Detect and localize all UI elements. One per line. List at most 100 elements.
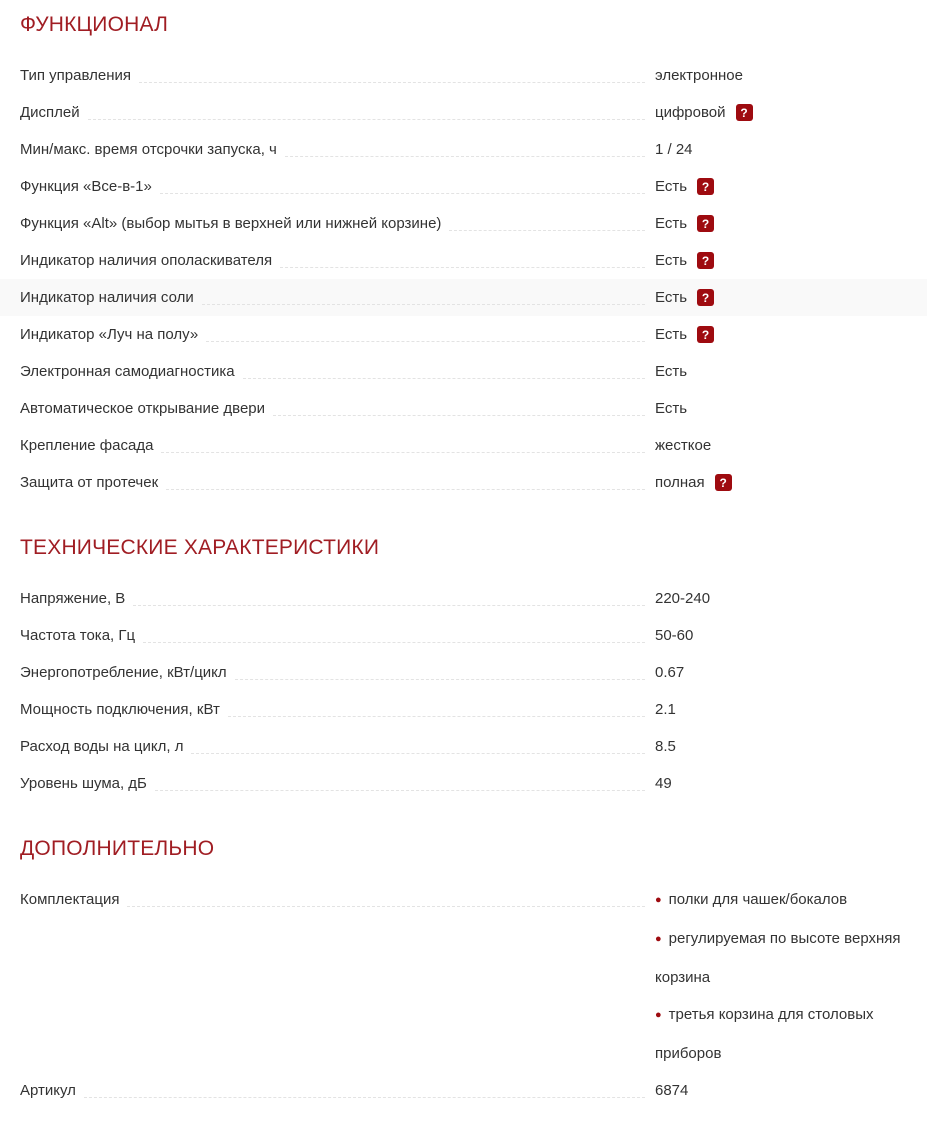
help-icon[interactable]: ? [697,326,715,343]
bullet-icon: ● [655,933,662,945]
list-item-text: третья корзина для столовых приборов [655,1006,874,1062]
spec-row-multiline: Комплектация ● полки для чашек/бокалов ● р… [20,881,907,1072]
spec-value: 49 [655,775,672,792]
spec-row: Крепление фасада жесткое [20,427,907,464]
leader-line [201,304,645,305]
leader-line [138,82,645,83]
spec-label: Дисплей [20,104,80,121]
section-title-functional: ФУНКЦИОНАЛ [20,13,169,36]
spec-row: Функция «Все-в-1» Есть? [20,168,907,205]
spec-value: 8.5 [655,738,676,755]
spec-value: Есть [655,289,688,306]
leader-line [280,267,645,268]
spec-row: Частота тока, Гц 50-60 [20,617,907,654]
help-icon[interactable]: ? [697,289,715,306]
spec-value: полная [655,474,705,491]
spec-value: Есть [655,400,688,417]
help-icon[interactable]: ? [735,104,753,121]
spec-value: 6874 [655,1082,689,1099]
spec-row: Мин/макс. время отсрочки запуска, ч 1 / … [20,131,907,168]
leader-line [242,378,645,379]
spec-value: 50-60 [655,627,694,644]
leader-line [166,489,645,490]
spec-value: 0.67 [655,664,685,681]
leader-line [273,415,645,416]
spec-value: электронное [655,67,743,84]
spec-value: цифровой [655,104,726,121]
leader-line [449,230,645,231]
spec-row: Функция «Alt» (выбор мытья в верхней или… [20,205,907,242]
spec-label: Индикатор «Луч на полу» [20,326,199,343]
leader-line [191,753,645,754]
spec-value: Есть [655,178,688,195]
leader-line [206,341,645,342]
leader-line [227,716,645,717]
list-item: ● полки для чашек/бокалов [655,881,907,920]
spec-row: Энергопотребление, кВт/цикл 0.67 [20,654,907,691]
spec-value: Есть [655,215,688,232]
leader-line [234,679,645,680]
spec-value: жесткое [655,437,712,454]
section-title-technical: ТЕХНИЧЕСКИЕ ХАРАКТЕРИСТИКИ [20,536,380,559]
spec-value: 220-240 [655,590,711,607]
bullet-icon: ● [655,894,662,906]
spec-value: 1 / 24 [655,141,693,158]
leader-line [143,642,645,643]
spec-label: Индикатор наличия ополаскивателя [20,252,273,269]
spec-row: Дисплей цифровой? [20,94,907,131]
spec-value: Есть [655,326,688,343]
help-icon[interactable]: ? [697,215,715,232]
leader-line [87,119,645,120]
spec-row: Индикатор наличия ополаскивателя Есть? [20,242,907,279]
included-items-list: ● полки для чашек/бокалов ● регулируемая п… [655,881,907,1072]
spec-label: Мин/макс. время отсрочки запуска, ч [20,141,277,158]
spec-label: Уровень шума, дБ [20,775,147,792]
help-icon[interactable]: ? [697,252,715,269]
leader-line [159,193,645,194]
bullet-icon: ● [655,1009,662,1021]
leader-line [133,605,645,606]
leader-line [284,156,645,157]
spec-row: Индикатор «Луч на полу» Есть? [20,316,907,353]
list-item: ● регулируемая по высоте верхняя корзина [655,920,907,996]
spec-label: Защита от протечек [20,474,159,491]
spec-label: Комплектация [20,891,120,908]
spec-label: Функция «Alt» (выбор мытья в верхней или… [20,215,442,232]
spec-label: Частота тока, Гц [20,627,136,644]
spec-label: Напряжение, В [20,590,126,607]
spec-label: Энергопотребление, кВт/цикл [20,664,227,681]
leader-line [161,452,645,453]
spec-row: Артикул 6874 [20,1072,907,1109]
spec-row: Напряжение, В 220-240 [20,580,907,617]
spec-row: Автоматическое открывание двери Есть [20,390,907,427]
spec-row: Расход воды на цикл, л 8.5 [20,728,907,765]
spec-row: Электронная самодиагностика Есть [20,353,907,390]
spec-row: Защита от протечек полная? [20,464,907,501]
spec-label: Расход воды на цикл, л [20,738,184,755]
spec-value: Есть [655,363,688,380]
spec-label: Тип управления [20,67,131,84]
list-item-text: полки для чашек/бокалов [668,891,848,908]
spec-label: Электронная самодиагностика [20,363,235,380]
list-item: ● третья корзина для столовых приборов [655,996,907,1072]
spec-label: Мощность подключения, кВт [20,701,220,718]
spec-label: Функция «Все-в-1» [20,178,152,195]
spec-label: Автоматическое открывание двери [20,400,266,417]
section-title-additional: ДОПОЛНИТЕЛЬНО [20,837,215,860]
leader-line [127,906,645,907]
help-icon[interactable]: ? [697,178,715,195]
spec-label: Индикатор наличия соли [20,289,194,306]
list-item-text: регулируемая по высоте верхняя корзина [655,930,901,986]
help-icon[interactable]: ? [714,474,732,491]
spec-label: Артикул [20,1082,76,1099]
spec-row: Уровень шума, дБ 49 [20,765,907,802]
spec-row: Мощность подключения, кВт 2.1 [20,691,907,728]
spec-label: Крепление фасада [20,437,154,454]
spec-row-highlighted: Индикатор наличия соли Есть? [0,279,927,316]
spec-value: Есть [655,252,688,269]
leader-line [154,790,645,791]
spec-value: 2.1 [655,701,676,718]
leader-line [83,1097,645,1098]
spec-row: Тип управления электронное [20,57,907,94]
